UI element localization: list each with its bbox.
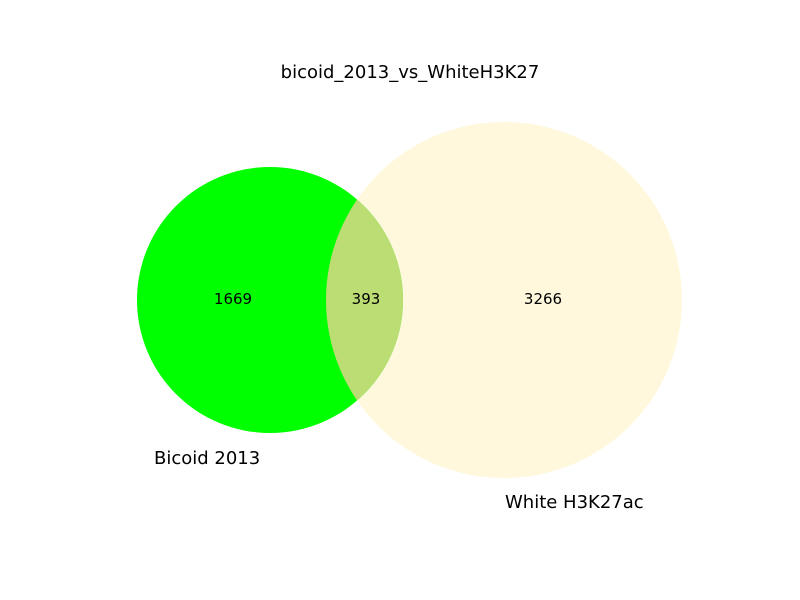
- chart-title: bicoid_2013_vs_WhiteH3K27: [281, 62, 540, 83]
- set-a-label: Bicoid 2013: [154, 448, 260, 469]
- set-a-circle: [137, 167, 403, 433]
- set-b-label: White H3K27ac: [505, 492, 644, 513]
- set-b-circle: [326, 122, 682, 478]
- count-only-a: 1669: [214, 290, 252, 308]
- count-only-b: 3266: [524, 290, 562, 308]
- count-overlap: 393: [352, 290, 381, 308]
